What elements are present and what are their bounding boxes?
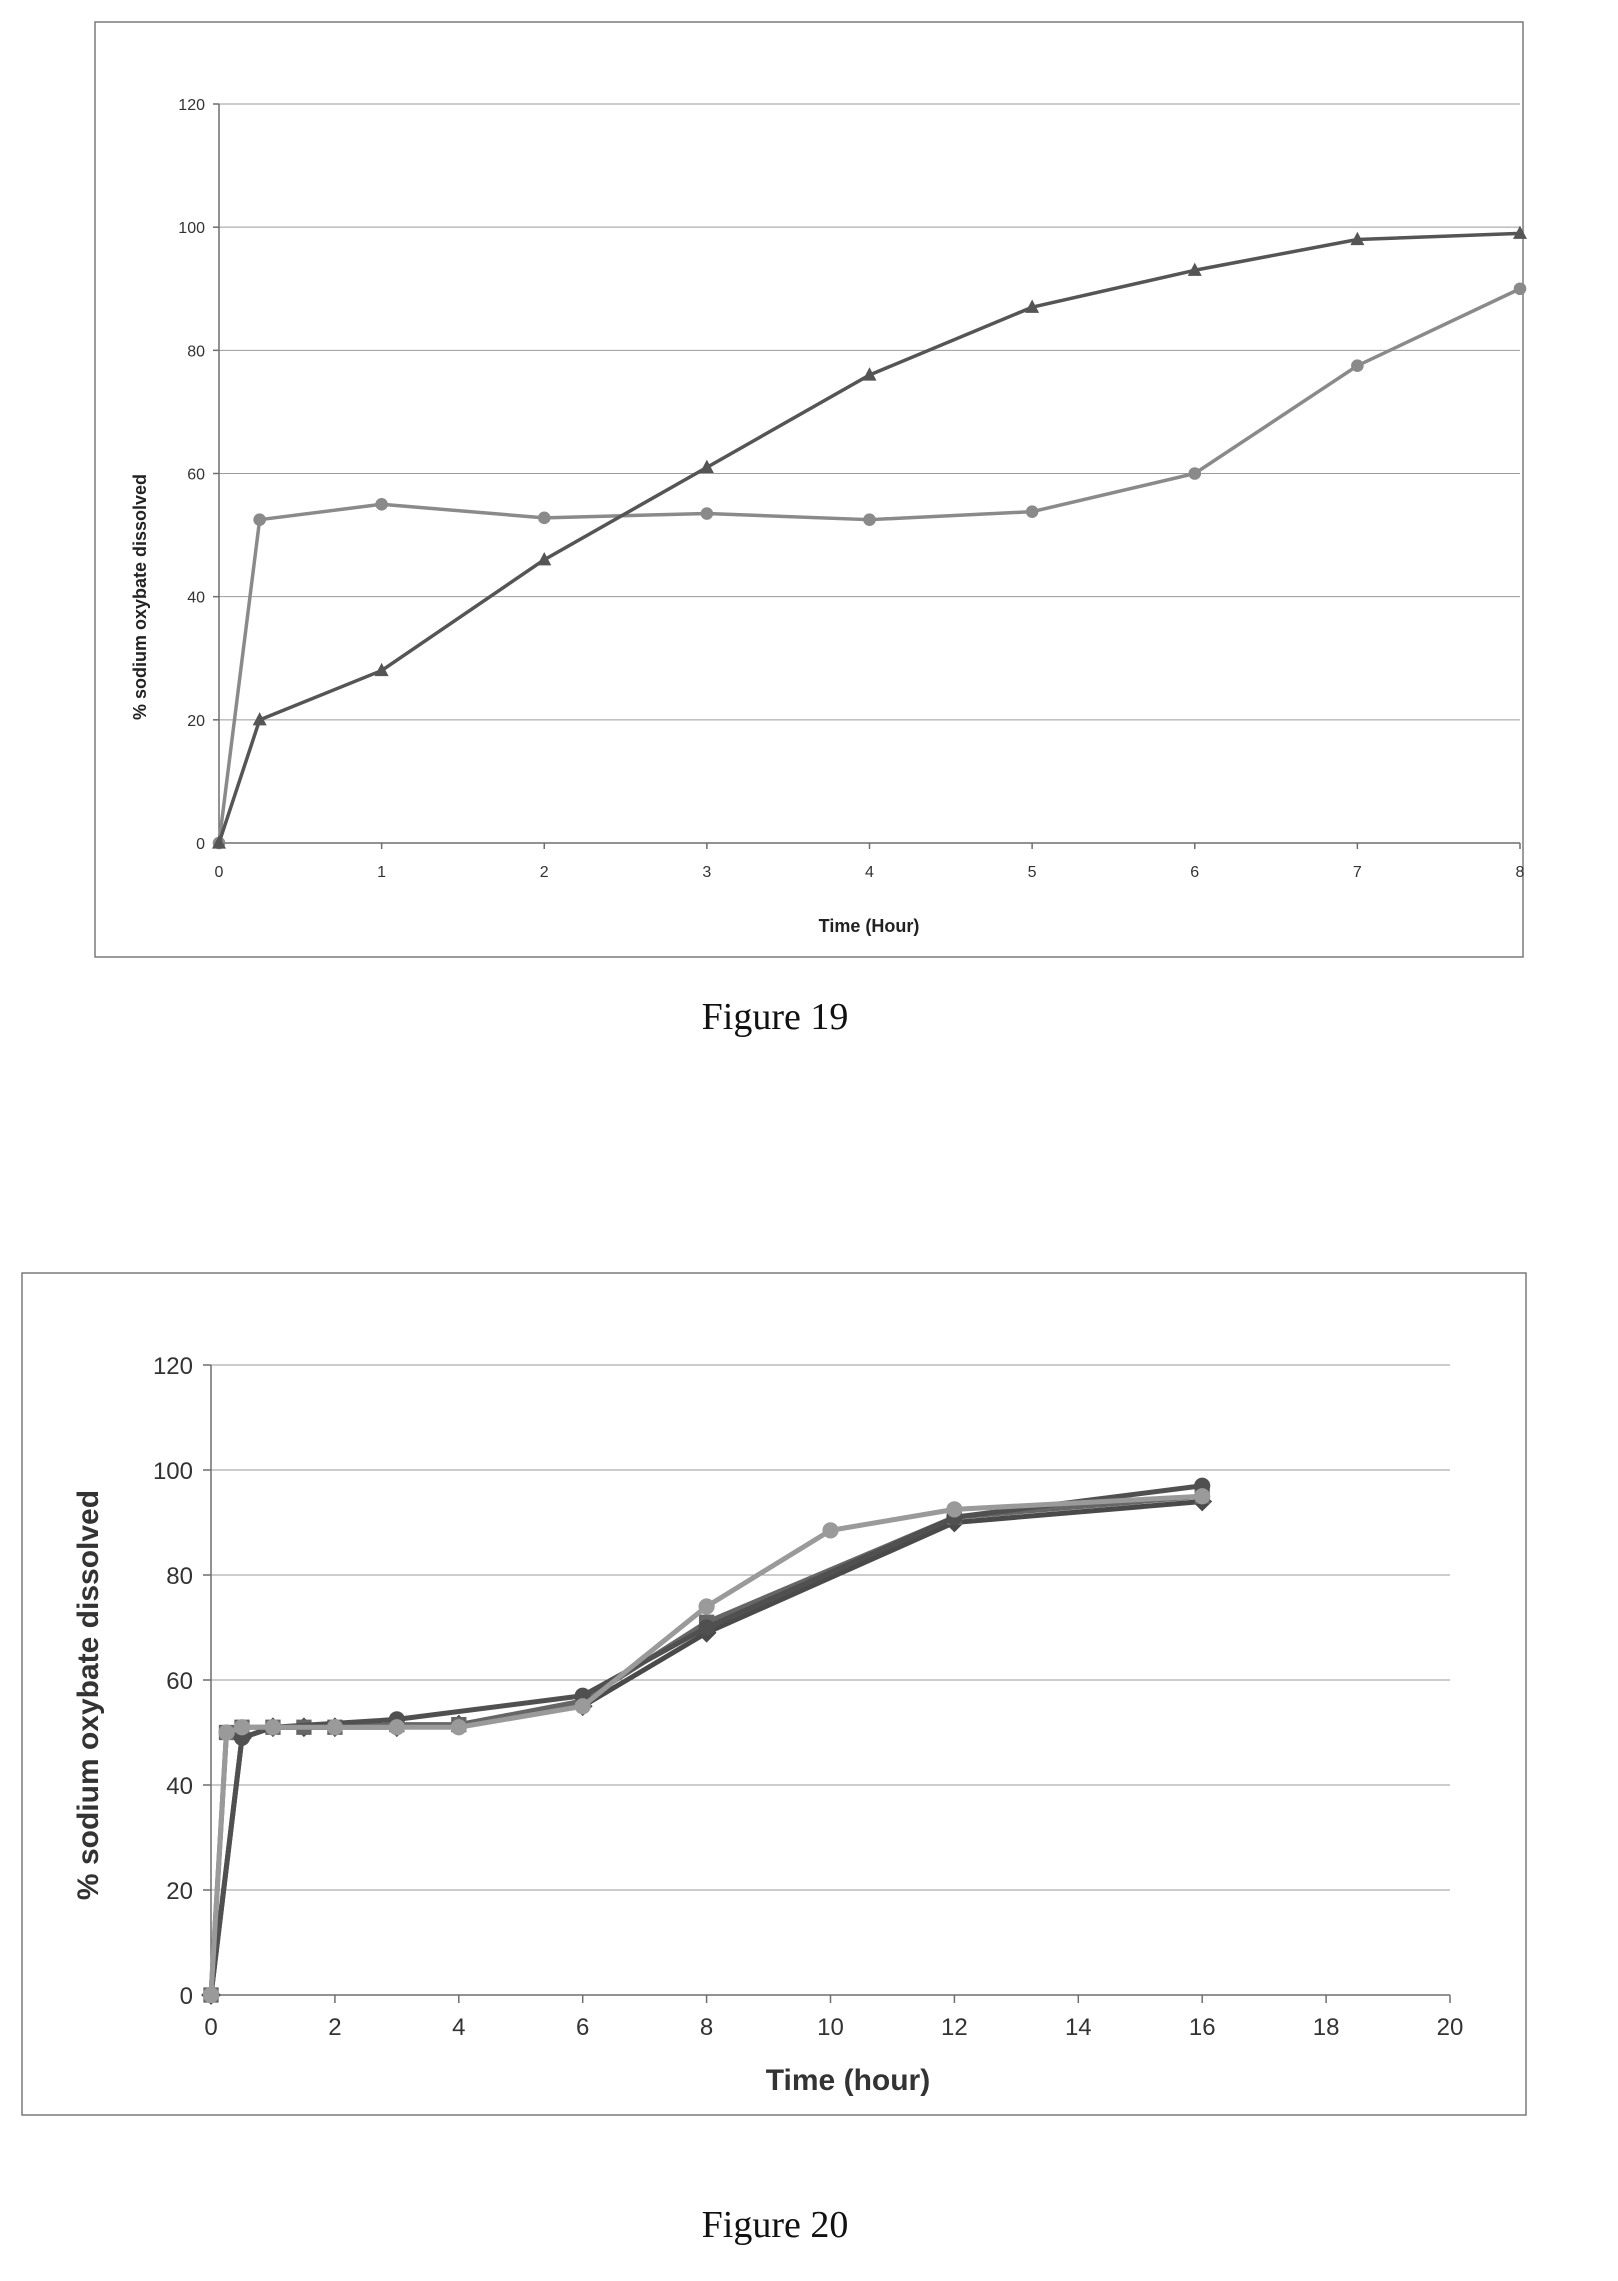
data-point-circle bbox=[700, 507, 714, 520]
y-tick-label: 20 bbox=[166, 1878, 193, 1905]
data-point-circle bbox=[1025, 505, 1039, 518]
y-tick-label: 20 bbox=[187, 713, 205, 730]
data-point-circle bbox=[537, 511, 551, 525]
data-point-circle bbox=[1351, 359, 1364, 373]
x-tick-label: 3 bbox=[702, 864, 711, 881]
x-tick-label: 8 bbox=[1516, 864, 1525, 881]
figure-19-frame bbox=[94, 21, 1524, 958]
x-tick-label: 1 bbox=[377, 864, 386, 881]
figure-19-series bbox=[212, 225, 1527, 850]
data-point-circle bbox=[698, 1619, 715, 1636]
data-point-circle bbox=[233, 1719, 251, 1736]
data-point-triangle bbox=[1350, 231, 1365, 246]
data-point-circle bbox=[822, 1522, 839, 1539]
x-tick-label: 18 bbox=[1313, 2014, 1340, 2041]
figure-20-y-ticks: 0 20 40 60 80 100 120 bbox=[153, 1353, 211, 2010]
y-tick-label: 100 bbox=[153, 1458, 193, 1485]
x-tick-label: 2 bbox=[328, 2014, 341, 2041]
data-point-triangle bbox=[862, 367, 877, 381]
y-tick-label: 0 bbox=[196, 836, 205, 853]
x-tick-label: 4 bbox=[865, 864, 874, 881]
y-tick-label: 80 bbox=[187, 343, 205, 360]
data-point-circle bbox=[698, 1598, 715, 1615]
x-tick-label: 7 bbox=[1353, 864, 1362, 881]
x-tick-label: 10 bbox=[817, 2014, 844, 2041]
figure-20-y-axis-title: % sodium oxybate dissolved bbox=[72, 1490, 105, 1900]
series-line bbox=[217, 231, 1522, 845]
figure-20-frame bbox=[21, 1272, 1527, 2116]
x-tick-label: 20 bbox=[1437, 2014, 1464, 2041]
x-tick-label: 2 bbox=[540, 864, 549, 881]
x-tick-label: 4 bbox=[452, 2014, 465, 2041]
y-tick-label: 60 bbox=[166, 1668, 193, 1695]
x-tick-label: 8 bbox=[700, 2014, 713, 2041]
data-point-triangle bbox=[374, 662, 389, 677]
data-point-triangle bbox=[537, 552, 552, 566]
y-tick-label: 0 bbox=[180, 1983, 193, 2010]
data-point-triangle bbox=[1025, 299, 1040, 313]
series-2 bbox=[212, 225, 1527, 849]
data-point-circle bbox=[218, 1724, 235, 1741]
x-tick-label: 12 bbox=[941, 2014, 968, 2041]
x-tick-label: 6 bbox=[1190, 864, 1199, 881]
data-point-circle bbox=[253, 513, 266, 526]
data-point-circle bbox=[1188, 467, 1202, 480]
y-tick-label: 80 bbox=[166, 1563, 193, 1590]
data-point-circle bbox=[202, 1986, 220, 2004]
x-tick-label: 0 bbox=[204, 2014, 217, 2041]
figure-19-caption: Figure 19 bbox=[702, 996, 849, 1038]
x-tick-label: 0 bbox=[215, 864, 224, 881]
y-tick-label: 100 bbox=[178, 220, 205, 237]
figure-19: 0 1 2 3 4 5 6 7 8 0 20 40 60 80 100 120 Time (Hour) % … bbox=[94, 21, 1527, 958]
data-point-triangle bbox=[1187, 262, 1202, 276]
figure-19-y-axis-title: % sodium oxybate dissolved bbox=[130, 474, 150, 720]
data-point-triangle bbox=[212, 835, 226, 849]
data-point-circle bbox=[326, 1719, 343, 1736]
figure-20-caption: Figure 20 bbox=[702, 2204, 849, 2246]
series-line bbox=[217, 287, 1522, 845]
data-point-circle bbox=[450, 1719, 467, 1736]
data-point-circle bbox=[946, 1501, 963, 1518]
figure-19-x-ticks: 0 1 2 3 4 5 6 7 8 bbox=[215, 843, 1525, 881]
data-point-circle bbox=[1513, 282, 1527, 296]
y-tick-label: 40 bbox=[187, 590, 205, 607]
figure-19-x-axis-title: Time (Hour) bbox=[819, 916, 920, 936]
data-point-triangle bbox=[699, 459, 714, 473]
data-point-circle bbox=[1194, 1488, 1211, 1505]
x-tick-label: 5 bbox=[1028, 864, 1037, 881]
data-point-circle bbox=[375, 497, 388, 511]
figure-19-gridlines bbox=[219, 103, 1520, 721]
data-point-circle bbox=[388, 1719, 405, 1736]
series-4 bbox=[202, 1488, 1211, 2004]
data-point-triangle bbox=[252, 712, 267, 726]
data-point-circle bbox=[264, 1719, 282, 1736]
figure-20: 0 2 4 6 8 10 12 14 16 18 20 0 20 40 60 80 100 120 Time (… bbox=[21, 1272, 1527, 2116]
y-tick-label: 60 bbox=[187, 467, 205, 484]
x-tick-label: 6 bbox=[576, 2014, 589, 2041]
y-tick-label: 120 bbox=[153, 1353, 193, 1380]
data-point-circle bbox=[863, 513, 876, 526]
data-point-circle bbox=[574, 1698, 591, 1715]
y-tick-label: 40 bbox=[166, 1773, 193, 1800]
y-tick-label: 120 bbox=[178, 97, 205, 114]
series-1 bbox=[212, 282, 1527, 850]
x-tick-label: 14 bbox=[1065, 2014, 1092, 2041]
figure-20-series bbox=[201, 1477, 1213, 2005]
x-tick-label: 16 bbox=[1189, 2014, 1216, 2041]
figure-20-gridlines bbox=[211, 1364, 1450, 1891]
figure-19-y-ticks: 0 20 40 60 80 100 120 bbox=[178, 97, 219, 853]
figure-20-x-axis-title: Time (hour) bbox=[766, 2064, 930, 2097]
data-point-triangle bbox=[1513, 225, 1527, 239]
